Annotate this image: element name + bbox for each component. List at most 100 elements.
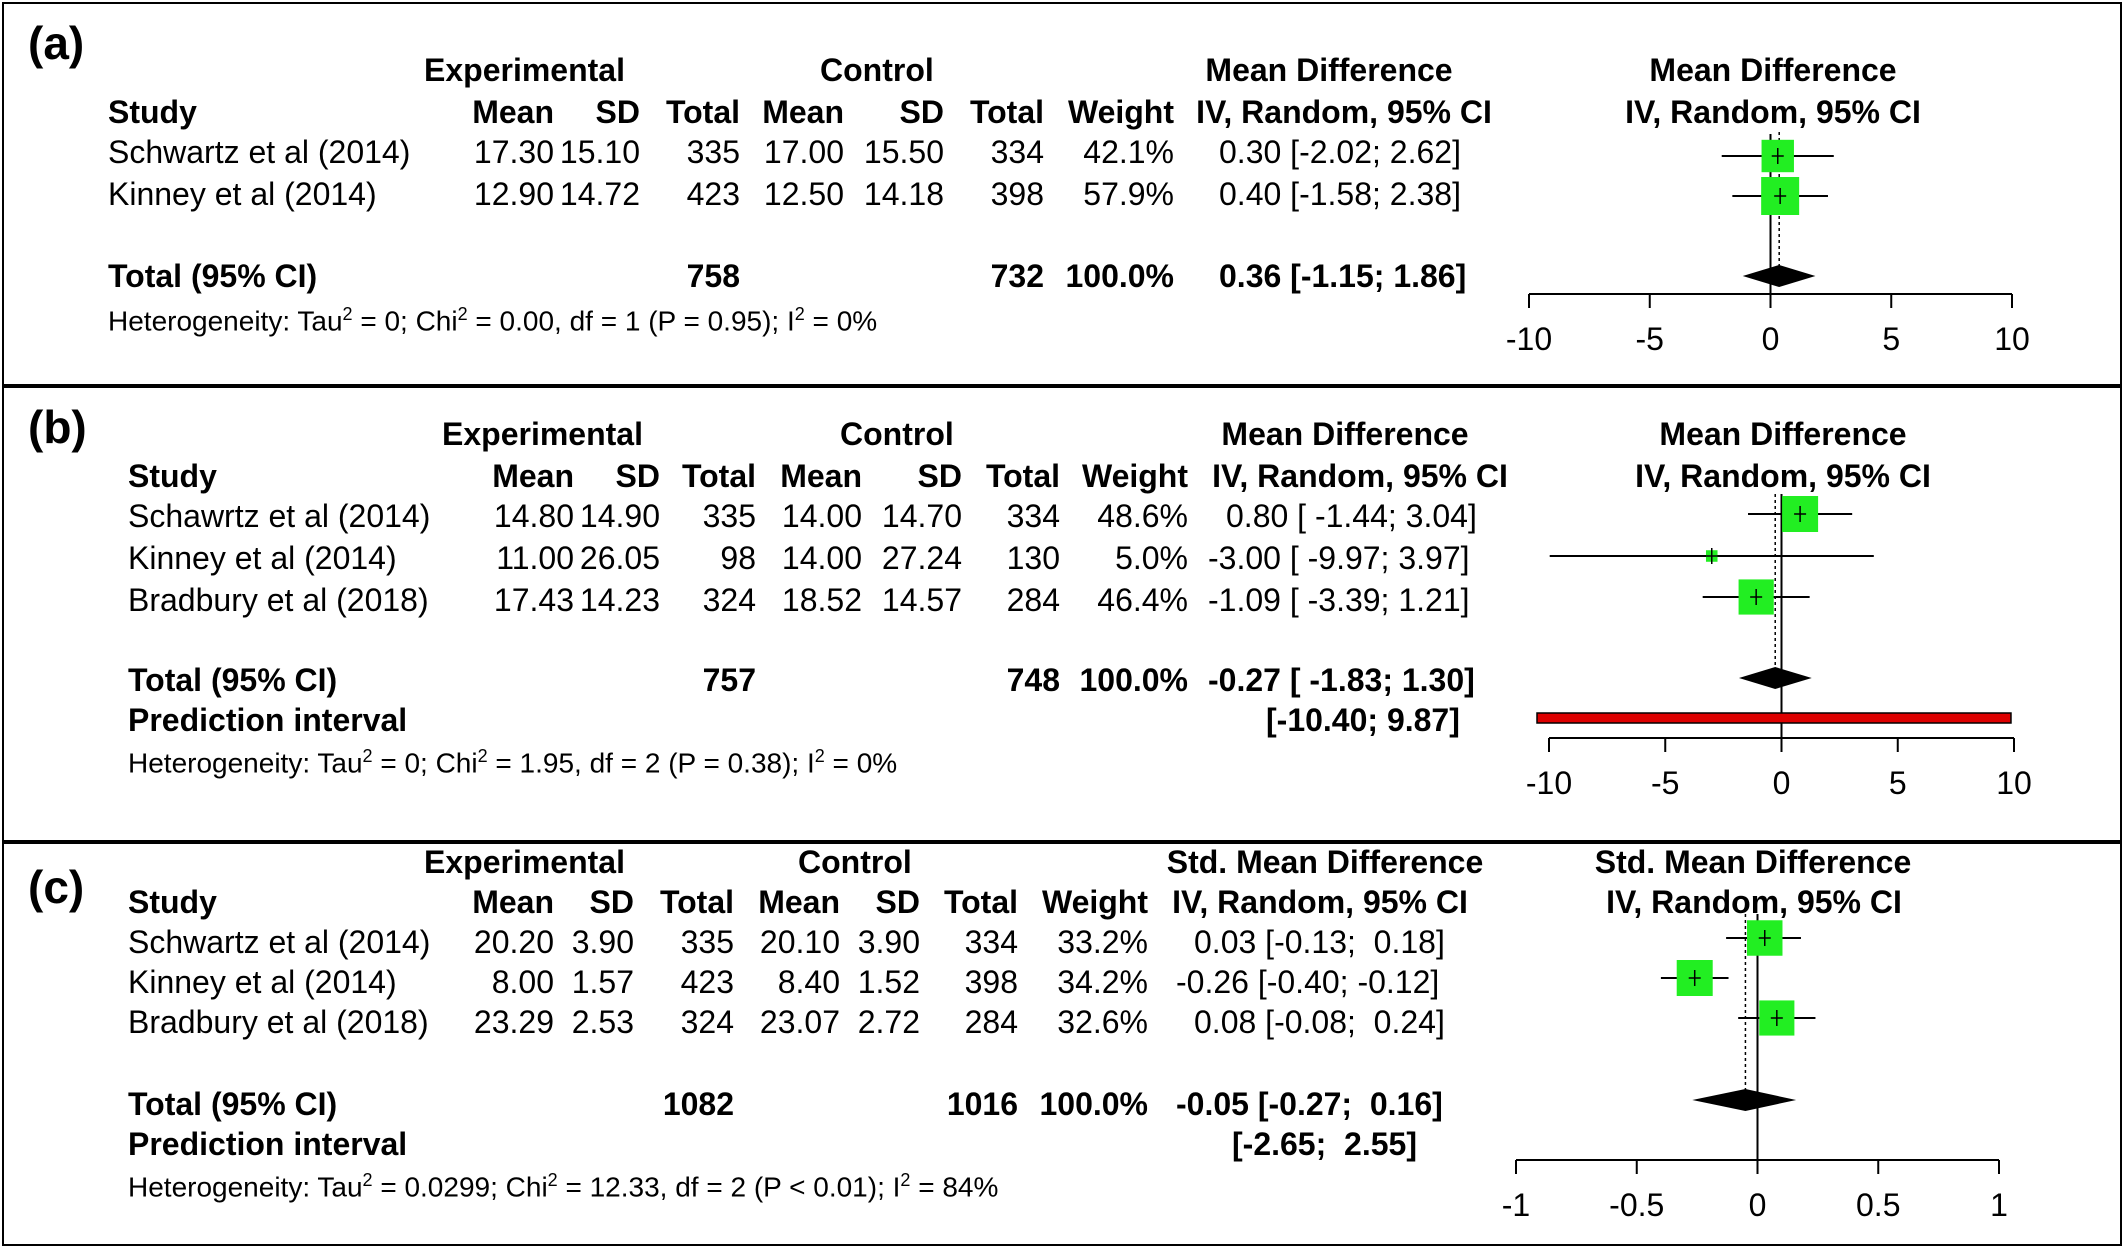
ci-text: -0.26 [-0.40; -0.12] [1176, 964, 1440, 1000]
exp-mean-header: Mean [492, 458, 574, 494]
weight: 33.2% [1057, 924, 1148, 960]
ctrl-total-header: Total [985, 458, 1060, 494]
weight: 46.4% [1097, 582, 1188, 618]
ctrl-mean: 23.07 [759, 1004, 840, 1040]
ctrl-mean: 14.00 [781, 498, 862, 534]
effect-method: IV, Random, 95% CI [1196, 94, 1492, 130]
x-axis-tick-label: 0.5 [1856, 1187, 1900, 1223]
ctrl-total-header: Total [969, 94, 1044, 130]
prediction-label: Prediction interval [128, 1126, 408, 1162]
x-axis-tick-label: 0 [1762, 321, 1780, 357]
ci-text: 0.30 [-2.02; 2.62] [1219, 134, 1461, 170]
ctrl-sd-header: SD [899, 94, 944, 130]
exp-total: 324 [680, 1004, 734, 1040]
exp-sd: 2.53 [571, 1004, 634, 1040]
ctrl-total: 334 [964, 924, 1018, 960]
exp-total: 423 [680, 964, 734, 1000]
ctrl-mean-header: Mean [780, 458, 862, 494]
weight: 57.9% [1083, 176, 1174, 212]
effect-title: Mean Difference [1221, 416, 1469, 452]
ci-text: 0.80 [ -1.44; 3.04] [1226, 498, 1477, 534]
ci-text: 0.40 [-1.58; 2.38] [1219, 176, 1461, 212]
total-label: Total (95% CI) [128, 1086, 338, 1122]
effect-title: Std. Mean Difference [1166, 844, 1484, 880]
weight: 5.0% [1115, 540, 1188, 576]
exp-mean-header: Mean [472, 94, 554, 130]
ctrl-sd: 3.90 [857, 924, 920, 960]
total-weight: 100.0% [1079, 662, 1188, 698]
ctrl-mean: 18.52 [781, 582, 862, 618]
ctrl-total: 284 [1006, 582, 1060, 618]
panel-label: (a) [28, 17, 85, 69]
exp-total-header: Total [665, 94, 740, 130]
ctrl-total: 398 [990, 176, 1044, 212]
study-name: Bradbury et al (2018) [128, 582, 429, 618]
ctrl-sd: 15.50 [863, 134, 944, 170]
x-axis-tick-label: -10 [1506, 321, 1552, 357]
exp-sd: 14.23 [579, 582, 660, 618]
experimental-header: Experimental [442, 416, 643, 452]
total-ctrl: 732 [990, 258, 1044, 294]
exp-sd: 26.05 [579, 540, 660, 576]
weight-header: Weight [1041, 884, 1148, 920]
exp-total: 335 [686, 134, 740, 170]
heterogeneity-text: Heterogeneity: Tau2 = 0; Chi2 = 0.00, df… [108, 304, 878, 337]
ctrl-sd: 14.70 [881, 498, 962, 534]
plot-title: Mean Difference [1659, 416, 1907, 452]
ctrl-total-header: Total [943, 884, 1018, 920]
effect-method: IV, Random, 95% CI [1212, 458, 1508, 494]
weight-header: Weight [1067, 94, 1174, 130]
exp-sd: 1.57 [571, 964, 634, 1000]
plot-method: IV, Random, 95% CI [1635, 458, 1931, 494]
experimental-header: Experimental [424, 52, 625, 88]
weight: 34.2% [1057, 964, 1148, 1000]
prediction-ci-text: [-10.40; 9.87] [1266, 702, 1460, 738]
total-label: Total (95% CI) [108, 258, 318, 294]
study-name: Bradbury et al (2018) [128, 1004, 429, 1040]
ctrl-mean-header: Mean [758, 884, 840, 920]
ctrl-total: 284 [964, 1004, 1018, 1040]
ci-text: -3.00 [ -9.97; 3.97] [1208, 540, 1470, 576]
ctrl-mean-header: Mean [762, 94, 844, 130]
ctrl-mean: 12.50 [763, 176, 844, 212]
study-header: Study [128, 884, 217, 920]
ctrl-mean: 14.00 [781, 540, 862, 576]
ctrl-mean: 8.40 [777, 964, 840, 1000]
study-name: Schwartz et al (2014) [108, 134, 411, 170]
study-name: Schwartz et al (2014) [128, 924, 431, 960]
forest-plot-a: -10 -5 0 5 10 [1506, 132, 2030, 357]
study-name: Kinney et al (2014) [108, 176, 377, 212]
ctrl-mean: 20.10 [759, 924, 840, 960]
ci-text: 0.08 [-0.08; 0.24] [1194, 1004, 1445, 1040]
exp-sd-header: SD [615, 458, 660, 494]
heterogeneity-text: Heterogeneity: Tau2 = 0; Chi2 = 1.95, df… [128, 746, 898, 779]
exp-mean-header: Mean [472, 884, 554, 920]
exp-total: 324 [702, 582, 756, 618]
exp-sd: 3.90 [571, 924, 634, 960]
exp-total-header: Total [681, 458, 756, 494]
exp-mean: 8.00 [491, 964, 554, 1000]
pooled-diamond [1738, 667, 1812, 689]
pooled-diamond [1692, 1089, 1797, 1111]
total-exp: 758 [686, 258, 740, 294]
exp-total: 98 [720, 540, 756, 576]
ctrl-sd-header: SD [917, 458, 962, 494]
pooled-diamond [1742, 265, 1816, 287]
exp-sd: 14.90 [579, 498, 660, 534]
x-axis-tick-label: 0 [1749, 1187, 1767, 1223]
total-ctrl: 1016 [946, 1086, 1018, 1122]
plot-title: Std. Mean Difference [1594, 844, 1912, 880]
plot-method: IV, Random, 95% CI [1606, 884, 1902, 920]
exp-total-header: Total [659, 884, 734, 920]
exp-mean: 20.20 [473, 924, 554, 960]
panel-label: (b) [28, 401, 87, 453]
weight: 42.1% [1083, 134, 1174, 170]
exp-mean: 17.43 [493, 582, 574, 618]
forest-panel-a: (a) Experimental Control Mean Difference… [2, 2, 2122, 386]
total-weight: 100.0% [1065, 258, 1174, 294]
panel-label: (c) [28, 861, 85, 913]
weight-header: Weight [1081, 458, 1188, 494]
total-label: Total (95% CI) [128, 662, 338, 698]
ctrl-sd: 14.57 [881, 582, 962, 618]
x-axis-tick-label: 5 [1889, 765, 1907, 801]
